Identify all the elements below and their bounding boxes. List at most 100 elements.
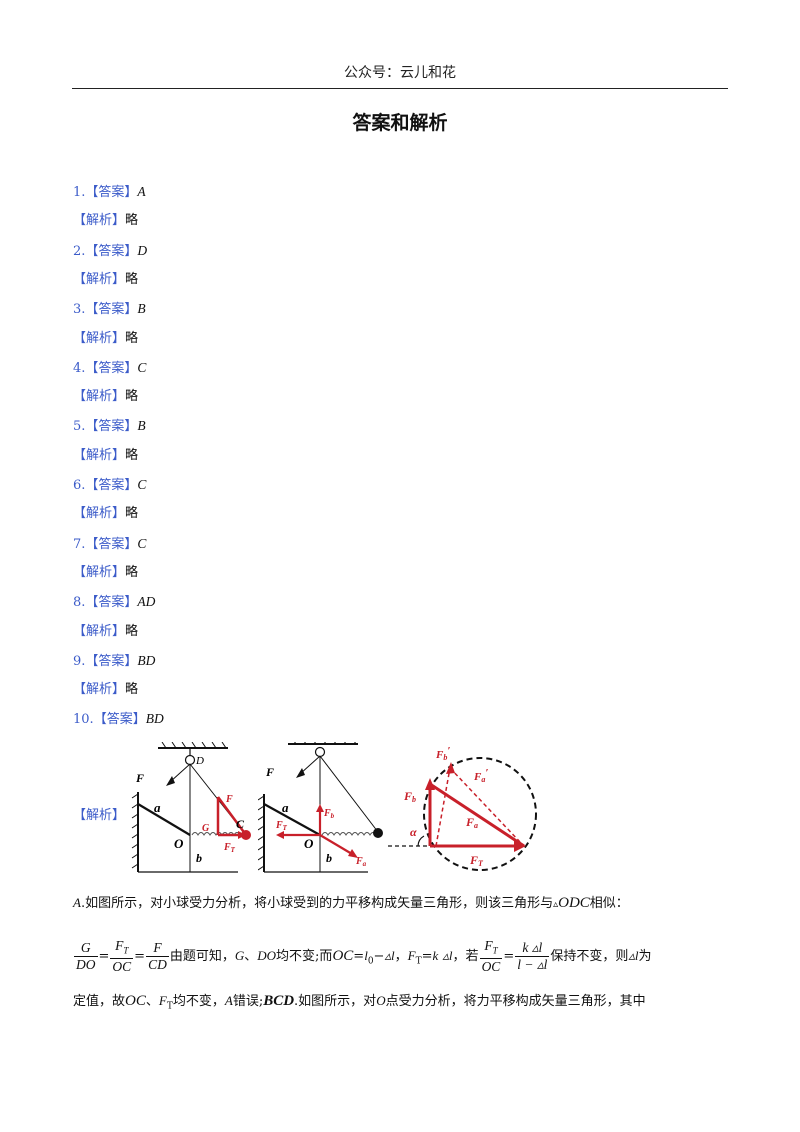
answer-tag: 【答案】 [85,243,138,259]
q10-explain-tag: 【解析】 [73,808,126,823]
explanation-row: 【解析】略 [73,447,138,465]
explanation-text: 略 [125,506,139,522]
answer-row: 4.【答案】C [73,359,146,378]
explanation-row: 【解析】略 [73,388,138,406]
answer-row: 8.【答案】AD [73,593,155,612]
answer-value: BD [137,652,156,668]
label-Fa-tri: Fa [465,815,478,830]
label-Fa-prime: Fa′ [473,767,488,784]
explanation-tag: 【解析】 [73,506,126,522]
page-title: 答案和解析 [352,112,448,134]
q10-paragraph-2: G DO = FT OC = F CD 由题可知，G、DO均不变;而OC=l0−▵l，FT=k … [74,937,652,975]
explanation-text: 略 [125,682,139,698]
answer-tag: 【答案】 [85,360,138,376]
label-a2: a [282,800,289,815]
q10-explanation-block: 【解析】 F D a O b C G F F [73,742,553,882]
question-number: 1. [73,185,86,200]
explanation-tag: 【解析】 [73,389,126,405]
explanation-tag: 【解析】 [73,271,126,287]
question-number: 7. [73,536,86,552]
q10-paragraph-3: 定值，故OC、FT均不变，A错误;BCD.如图所示，对O点受力分析，将力平移构成… [73,993,646,1012]
answer-value: D [137,242,148,258]
force-diagram-1: F D a O b C G F FT [131,742,251,873]
fraction-G-DO: G DO [74,940,98,972]
label-F: F [135,771,144,785]
explanation-row: 【解析】略 [73,623,138,641]
answer-row: 2.【答案】D [73,242,147,261]
label-Fb-tri: Fb [403,789,416,804]
question-number: 8. [73,595,86,611]
question-number: 4. [73,360,86,376]
explanation-text: 略 [125,389,139,405]
label-Fa: Fa [355,856,367,868]
label-a: a [154,800,161,815]
question-number: 9. [73,653,86,669]
label-FT: FT [223,842,236,854]
explanation-text: 略 [125,447,139,463]
label-F2: F [265,765,274,779]
explanation-row: 【解析】略 [73,681,138,699]
q10-paragraph-1: A.如图所示，对小球受力分析，将小球受到的力平移构成矢量三角形，则该三角形与▵O… [73,895,629,911]
label-FT2: FT [275,820,288,832]
answer-tag: 【答案】 [85,478,138,493]
answer-value: C [137,535,147,551]
answer-value: BD [145,711,164,727]
question-number: 10. [73,712,94,728]
answer-tag: 【答案】 [85,302,138,318]
explanation-text: 略 [125,213,139,229]
fraction-F-CD: F CD [146,940,169,972]
label-O2: O [304,836,314,851]
explanation-row: 【解析】略 [73,330,138,348]
explanation-row: 【解析】略 [73,564,138,582]
answer-row: 3.【答案】B [73,300,146,319]
question-number: 5. [73,419,86,435]
answer-value: C [137,477,147,492]
answer-value: A [137,184,146,199]
answer-row: 6.【答案】C [73,476,146,495]
answer-row: 1.【答案】A [73,183,146,202]
header-divider [72,88,728,89]
fraction-k-dl: k ▵l l − ▵l [515,940,550,972]
question-number: 2. [73,243,86,259]
label-G: G [202,823,210,834]
label-Fb: Fb [323,808,335,820]
explanation-text: 略 [125,271,139,287]
explanation-row: 【解析】略 [73,505,138,523]
label-b: b [196,851,202,865]
page-header: 公众号：云儿和花 [344,65,456,81]
answer-value: C [137,359,147,375]
answer-value: B [137,301,146,317]
explanation-text: 略 [125,623,139,639]
label-b2: b [326,851,332,865]
explanation-tag: 【解析】 [73,447,126,463]
question-number: 3. [73,302,86,318]
answer-tag: 【答案】 [85,536,138,552]
answer-row: 7.【答案】C [73,535,146,554]
answer-tag: 【答案】 [93,712,146,728]
explanation-tag: 【解析】 [73,330,126,346]
explanation-row: 【解析】略 [73,212,138,230]
label-F-tension: F [225,794,233,805]
explanation-text: 略 [125,564,139,580]
answer-row: 5.【答案】B [73,417,146,436]
label-FT-tri: FT [469,853,484,868]
label-D: D [195,755,204,767]
explanation-row: 【解析】略 [73,271,138,289]
explanation-tag: 【解析】 [73,682,126,698]
fraction-FT-OC-2: FT OC [479,937,503,975]
label-Fb-prime: Fb′ [435,745,450,762]
explanation-tag: 【解析】 [73,564,126,580]
answer-tag: 【答案】 [85,653,138,669]
explanation-tag: 【解析】 [73,213,126,229]
answer-value: AD [137,594,156,610]
explanation-text: 略 [125,330,139,346]
vector-triangle-diagram: Fb′ Fa′ Fb Fa FT α [388,745,537,871]
answer-tag: 【答案】 [85,595,138,611]
answer-row: 10.【答案】BD [73,710,164,729]
explanation-tag: 【解析】 [73,623,126,639]
answer-row: 9.【答案】BD [73,652,155,671]
label-alpha: α [410,825,417,839]
label-C: C [236,817,245,831]
label-O: O [174,836,184,851]
answer-value: B [137,418,146,434]
